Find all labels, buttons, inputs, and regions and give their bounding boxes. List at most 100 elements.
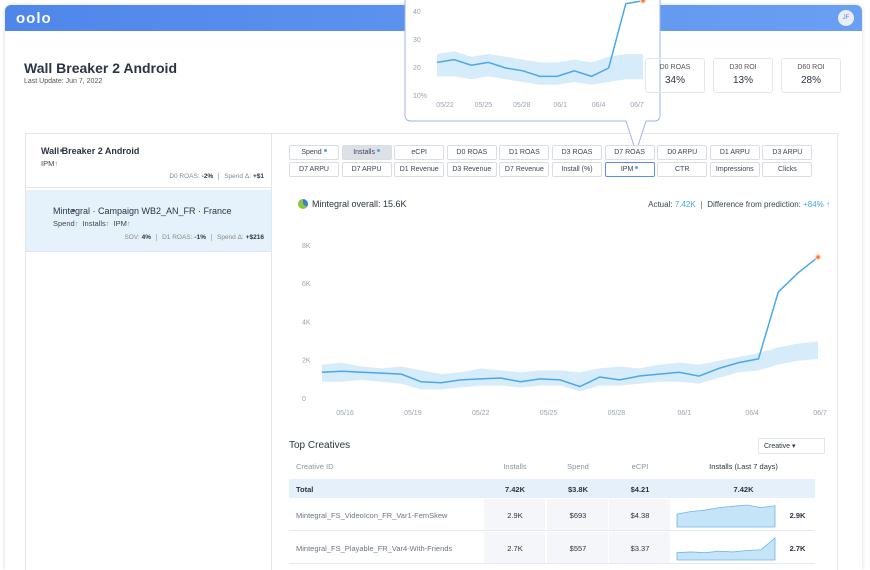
metric-label: Install (%) bbox=[561, 166, 593, 173]
metric-button[interactable]: D7 ARPU bbox=[341, 162, 392, 177]
metric-button[interactable]: D1 ARPU bbox=[709, 145, 760, 160]
metric-button[interactable]: D7 ROAS bbox=[604, 145, 655, 160]
logo[interactable]: oolo bbox=[16, 10, 52, 27]
last-point bbox=[814, 253, 822, 261]
trend-arrow: ↑ bbox=[74, 219, 79, 228]
column-header: Installs bbox=[503, 462, 527, 471]
x-tick-label: 05/28 bbox=[513, 102, 531, 109]
metric-button[interactable]: CTR bbox=[657, 162, 708, 177]
metric-label: Clicks bbox=[778, 166, 797, 173]
y-tick-label: 10% bbox=[413, 93, 427, 100]
kpi-card: D30 ROI 13% bbox=[713, 58, 773, 93]
kpi-label: D0 ROAS bbox=[659, 64, 691, 71]
column-header: Creative ID bbox=[296, 462, 334, 471]
trend-arrow: ↑ bbox=[105, 219, 110, 228]
metric-dot bbox=[323, 148, 327, 152]
x-tick-label: 05/28 bbox=[608, 410, 626, 417]
stat-label: D0 ROAS: bbox=[169, 173, 200, 181]
prediction-band bbox=[322, 341, 818, 392]
item-stats: D0 ROAS: -2% Spend Δ: +$1 bbox=[169, 173, 264, 180]
total-cell: $4.21 bbox=[630, 485, 650, 494]
x-tick-label: 06/4 bbox=[745, 410, 759, 417]
metric-label: D3 Revenue bbox=[452, 166, 492, 173]
sidebar-item[interactable]: Mintegral · Campaign WB2_AN_FR · France S… bbox=[26, 190, 271, 252]
row-divider bbox=[289, 530, 815, 531]
item-name: Mintegral · Campaign WB2_AN_FR · France bbox=[53, 206, 232, 216]
metric-label: eCPI bbox=[411, 149, 427, 156]
sparkline bbox=[676, 504, 776, 528]
metric-button[interactable]: Spend bbox=[289, 145, 339, 160]
metric-label: D0 ARPU bbox=[667, 149, 698, 156]
cell: $557 bbox=[569, 544, 587, 553]
sidebar-item[interactable]: Wall Breaker 2 Android IPM↑ D0 ROAS: -2% Spe… bbox=[26, 134, 271, 188]
trend-label: IPM bbox=[113, 219, 127, 228]
metric-button[interactable]: D0 ARPU bbox=[657, 145, 708, 160]
y-tick-label: 0 bbox=[302, 396, 306, 403]
total-cell: $3.8K bbox=[567, 485, 588, 494]
metric-label: D7 ARPU bbox=[299, 166, 329, 173]
cell: 2.7K bbox=[789, 544, 806, 553]
x-tick-label: 05/22 bbox=[436, 102, 454, 109]
creative-id: Mintegral_FS_VideoIcon_FR_Var1-FemSkew bbox=[296, 511, 448, 520]
total-cell: 7.42K bbox=[504, 485, 525, 494]
item-trends: IPM↑ bbox=[41, 159, 62, 168]
creative-id: Mintegral_FS_Playable_FR_Var4-With-Frien… bbox=[296, 544, 453, 553]
metric-label: Installs bbox=[353, 149, 375, 156]
creative-dropdown[interactable]: Creative ▾ bbox=[758, 438, 825, 454]
cell-bg bbox=[484, 499, 545, 530]
metric-button[interactable]: Installs bbox=[341, 145, 392, 160]
data-line bbox=[321, 256, 819, 388]
stat-label: D1 ROAS: bbox=[162, 234, 193, 242]
metric-button[interactable]: eCPI bbox=[394, 145, 445, 160]
cell-bg bbox=[547, 499, 608, 530]
stat-value: -2% bbox=[201, 173, 214, 181]
trend-label: Installs bbox=[82, 219, 106, 228]
metric-button[interactable]: D3 ARPU bbox=[762, 145, 813, 160]
cell-bg bbox=[609, 532, 670, 563]
metric-button[interactable]: D3 ROAS bbox=[552, 145, 602, 160]
total-cell: 7.42K bbox=[733, 485, 754, 494]
row-divider bbox=[289, 563, 815, 564]
stat-value: +$1 bbox=[252, 173, 264, 181]
x-tick-label: 05/16 bbox=[336, 410, 354, 417]
separator bbox=[156, 234, 158, 241]
x-tick-label: 06/1 bbox=[553, 102, 567, 109]
total-cell: Total bbox=[296, 485, 314, 494]
y-tick-label: 2K bbox=[302, 358, 311, 365]
metric-label: D3 ARPU bbox=[772, 149, 803, 156]
metric-dot bbox=[376, 148, 380, 152]
last-point bbox=[639, 0, 647, 5]
metric-button[interactable]: D3 Revenue bbox=[446, 162, 497, 177]
metric-button[interactable]: D1 ROAS bbox=[499, 145, 550, 160]
metric-label: D1 ARPU bbox=[719, 149, 750, 156]
cell: $4.38 bbox=[630, 511, 650, 520]
metric-button[interactable]: D7 ARPU bbox=[289, 162, 339, 177]
metric-button[interactable]: D0 ROAS bbox=[446, 145, 497, 160]
metric-button[interactable]: IPM bbox=[604, 162, 655, 177]
x-tick-label: 06/1 bbox=[677, 410, 691, 417]
metric-button[interactable]: D1 Revenue bbox=[394, 162, 445, 177]
actual-value: 7.42K bbox=[674, 200, 696, 209]
cell: 2.9K bbox=[789, 511, 806, 520]
metric-button[interactable]: Clicks bbox=[762, 162, 813, 177]
metric-label: Spend bbox=[301, 149, 322, 156]
kpi-value: 13% bbox=[732, 75, 753, 86]
x-tick-label: 05/22 bbox=[472, 410, 490, 417]
source-icon bbox=[298, 199, 308, 209]
y-tick-label: 30 bbox=[413, 37, 421, 44]
bullet bbox=[60, 149, 63, 152]
kpi-label: D60 ROI bbox=[797, 64, 825, 71]
separator bbox=[210, 234, 212, 241]
metric-button[interactable]: D7 Revenue bbox=[499, 162, 550, 177]
metric-label: D7 ROAS bbox=[614, 149, 645, 156]
y-tick-label: 6K bbox=[302, 281, 311, 288]
table-title: Top Creatives bbox=[289, 440, 351, 451]
x-tick-label: 06/7 bbox=[813, 410, 827, 417]
item-stats: SOV: 4% D1 ROAS: -1% Spend Δ: +$216 bbox=[124, 234, 264, 241]
trend-label: IPM bbox=[41, 159, 55, 168]
avatar[interactable]: JF bbox=[838, 10, 854, 26]
metric-button[interactable]: Install (%) bbox=[552, 162, 602, 177]
stat-value: 4% bbox=[141, 234, 152, 242]
metric-button[interactable]: Impressions bbox=[709, 162, 760, 177]
